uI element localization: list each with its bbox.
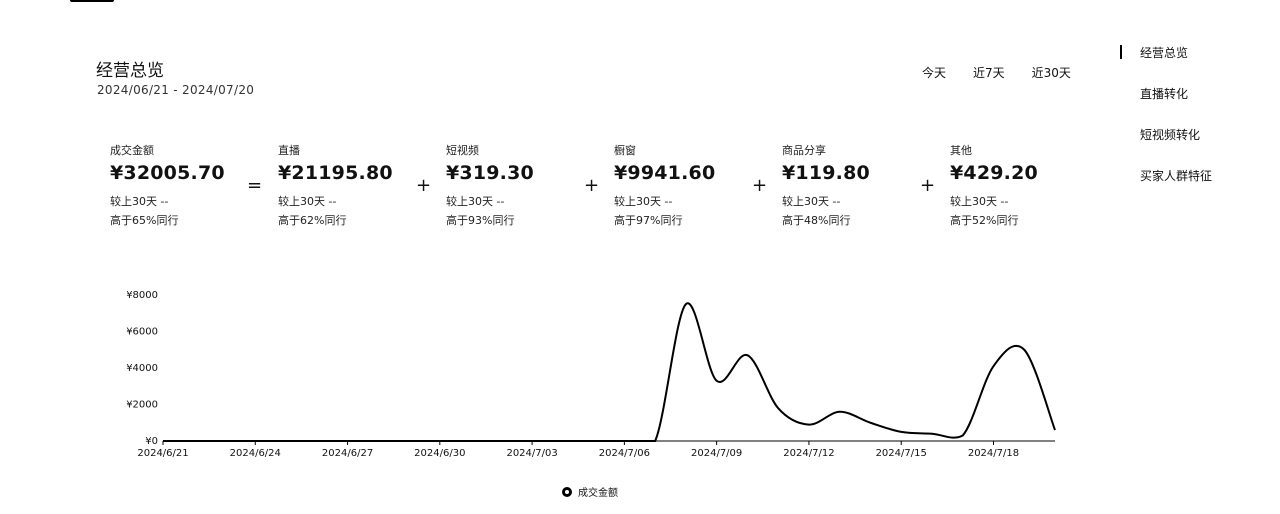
data-point[interactable] [253, 439, 257, 443]
data-point[interactable] [745, 353, 749, 357]
plus-operator: + [752, 175, 768, 196]
data-point[interactable] [223, 439, 227, 443]
metric-label: 短视频 [446, 144, 479, 157]
date-range: 2024/06/21 - 2024/07/20 [97, 83, 255, 97]
metric-compare: 较上30天 -- [782, 195, 841, 208]
metric-peer-rank: 高于97%同行 [614, 214, 683, 227]
x-tick-label: 2024/7/12 [783, 448, 834, 459]
y-tick-label: ¥8000 [126, 290, 158, 301]
metric-value: ¥32005.70 [110, 162, 225, 184]
data-point[interactable] [346, 439, 350, 443]
metric-label: 其他 [950, 144, 972, 157]
data-point[interactable] [161, 439, 165, 443]
legend-marker-icon [562, 486, 572, 497]
x-tick-label: 2024/7/06 [599, 448, 650, 459]
metric-other: 其他 ¥429.20 较上30天 -- 高于52%同行 [950, 142, 1090, 228]
metric-compare: 较上30天 -- [110, 195, 169, 208]
metric-live: 直播 ¥21195.80 较上30天 -- 高于62%同行 [278, 142, 418, 228]
metric-value: ¥21195.80 [278, 162, 393, 184]
equals-operator: = [247, 175, 263, 196]
metric-peer-rank: 高于62%同行 [278, 214, 347, 227]
data-point[interactable] [530, 439, 534, 443]
nav-item-live-conversion[interactable]: 直播转化 [1140, 87, 1189, 101]
data-point[interactable] [715, 379, 719, 383]
data-point[interactable] [499, 439, 503, 443]
data-point[interactable] [561, 439, 565, 443]
data-point[interactable] [192, 439, 196, 443]
range-tab-30days[interactable]: 近30天 [1031, 66, 1071, 80]
metric-value: ¥119.80 [782, 162, 870, 184]
data-point[interactable] [684, 302, 688, 306]
metric-compare: 较上30天 -- [278, 195, 337, 208]
data-point[interactable] [1022, 348, 1026, 352]
nav-item-buyer-profile[interactable]: 买家人群特征 [1140, 169, 1213, 183]
x-tick-label: 2024/6/24 [230, 448, 281, 459]
x-tick-label: 2024/7/18 [968, 448, 1019, 459]
plus-operator: + [920, 175, 936, 196]
metric-peer-rank: 高于65%同行 [110, 214, 179, 227]
data-point[interactable] [438, 439, 442, 443]
legend-label: 成交金额 [578, 488, 618, 499]
metrics-row: 成交金额 ¥32005.70 较上30天 -- 高于65%同行 = 直播 ¥21… [110, 142, 1110, 242]
data-point[interactable] [592, 439, 596, 443]
metric-peer-rank: 高于93%同行 [446, 214, 515, 227]
gmv-line-chart: ¥0 ¥2000 ¥4000 ¥6000 ¥8000 2024/6/21 2024/6/24… [126, 290, 1057, 459]
data-point[interactable] [284, 439, 288, 443]
data-point[interactable] [376, 439, 380, 443]
metric-compare: 较上30天 -- [446, 195, 505, 208]
data-point[interactable] [868, 421, 872, 425]
metric-label: 商品分享 [782, 144, 826, 157]
range-tab-7days[interactable]: 近7天 [973, 66, 1005, 80]
plus-operator: + [416, 175, 432, 196]
data-point[interactable] [991, 364, 995, 368]
nav-item-overview[interactable]: 经营总览 [1120, 44, 1270, 85]
metric-compare: 较上30天 -- [950, 195, 1009, 208]
page-header-fragment [70, 0, 114, 2]
data-point[interactable] [807, 423, 811, 427]
data-point[interactable] [315, 439, 319, 443]
metric-peer-rank: 高于48%同行 [782, 214, 851, 227]
plus-operator: + [584, 175, 600, 196]
chart-legend[interactable]: 成交金额 [562, 484, 618, 499]
x-tick-label: 2024/7/03 [506, 448, 557, 459]
y-tick-label: ¥4000 [126, 363, 158, 374]
metric-short-video: 短视频 ¥319.30 较上30天 -- 高于93%同行 [446, 142, 586, 228]
metric-label: 直播 [278, 144, 300, 157]
metric-label: 成交金额 [110, 144, 154, 157]
metric-label: 橱窗 [614, 144, 636, 157]
x-tick-label: 2024/6/27 [322, 448, 373, 459]
y-tick-label: ¥2000 [126, 400, 158, 411]
x-tick-label: 2024/6/21 [137, 448, 188, 459]
x-tick-label: 2024/6/30 [414, 448, 465, 459]
nav-item-video-conversion[interactable]: 短视频转化 [1140, 128, 1201, 142]
x-tick-label: 2024/7/15 [876, 448, 927, 459]
data-point[interactable] [838, 410, 842, 414]
x-tick-label: 2024/7/09 [691, 448, 742, 459]
right-anchor-nav: 经营总览 直播转化 短视频转化 买家人群特征 [1120, 44, 1270, 208]
metric-peer-rank: 高于52%同行 [950, 214, 1019, 227]
metric-total-gmv: 成交金额 ¥32005.70 较上30天 -- 高于65%同行 [110, 142, 250, 228]
metric-value: ¥9941.60 [614, 162, 716, 184]
metric-compare: 较上30天 -- [614, 195, 673, 208]
data-point[interactable] [622, 439, 626, 443]
y-tick-label: ¥0 [145, 436, 158, 447]
data-point[interactable] [899, 430, 903, 434]
range-tab-today[interactable]: 今天 [922, 66, 947, 80]
section-title: 经营总览 [96, 61, 164, 81]
metric-showcase: 橱窗 ¥9941.60 较上30天 -- 高于97%同行 [614, 142, 754, 228]
metric-value: ¥429.20 [950, 162, 1038, 184]
y-tick-label: ¥6000 [126, 327, 158, 338]
metric-value: ¥319.30 [446, 162, 534, 184]
metric-product-share: 商品分享 ¥119.80 较上30天 -- 高于48%同行 [782, 142, 922, 228]
range-tabs: 今天 近7天 近30天 [922, 64, 1071, 81]
data-point[interactable] [1053, 428, 1057, 432]
data-point[interactable] [469, 439, 473, 443]
series-line-gmv [163, 302, 1056, 442]
data-point[interactable] [776, 406, 780, 410]
data-point[interactable] [407, 439, 411, 443]
data-point[interactable] [930, 432, 934, 436]
data-point[interactable] [961, 434, 965, 438]
data-point[interactable] [653, 439, 657, 443]
